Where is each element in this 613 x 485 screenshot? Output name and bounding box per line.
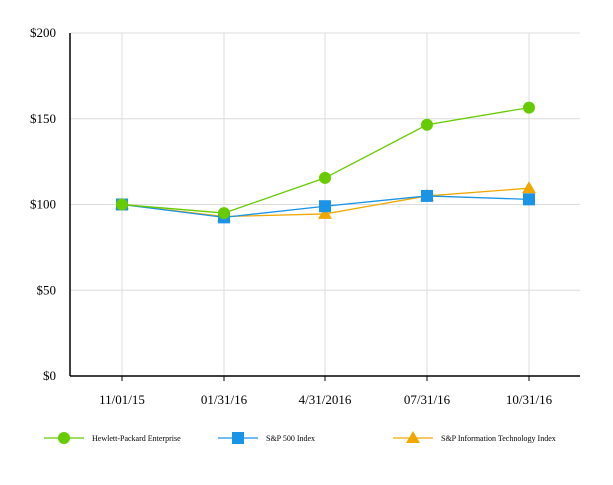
series <box>115 101 536 224</box>
y-tick-label: $100 <box>30 197 56 212</box>
data-point <box>522 181 536 194</box>
data-point <box>421 118 433 131</box>
legend-item: Hewlett-Packard Enterprise <box>44 432 181 444</box>
legend-item: S&P 500 Index <box>218 432 315 444</box>
legend-marker <box>232 432 244 444</box>
legend-marker <box>58 432 70 444</box>
data-point <box>319 171 331 184</box>
x-tick-label: 11/01/15 <box>99 392 145 407</box>
y-tick-label: $0 <box>43 368 56 383</box>
y-tick-label: $200 <box>30 25 56 40</box>
series-circle <box>116 101 535 220</box>
y-tick-label: $150 <box>30 111 56 126</box>
data-point <box>523 101 535 114</box>
x-tick-label: 10/31/16 <box>506 392 553 407</box>
data-point <box>116 198 128 211</box>
data-point <box>421 189 433 202</box>
legend-label: S&P 500 Index <box>266 434 315 443</box>
legend-marker <box>406 431 420 443</box>
data-point <box>218 207 230 220</box>
x-tick-label: 07/31/16 <box>404 392 451 407</box>
legend-item: S&P Information Technology Index <box>393 431 556 443</box>
data-point <box>523 193 535 206</box>
data-point <box>319 200 331 213</box>
legend-label: S&P Information Technology Index <box>441 434 556 443</box>
legend-label: Hewlett-Packard Enterprise <box>92 434 181 443</box>
y-tick-label: $50 <box>37 282 57 297</box>
x-tick-label: 4/31/2016 <box>299 392 352 407</box>
data-point <box>318 206 332 219</box>
x-tick-label: 01/31/16 <box>201 392 248 407</box>
axes: $0 $50 $100 $150 $200 11/01/15 01/31/16 4/31/20… <box>30 25 580 407</box>
legend: Hewlett-Packard Enterprise S&P 500 Index S… <box>44 431 556 444</box>
